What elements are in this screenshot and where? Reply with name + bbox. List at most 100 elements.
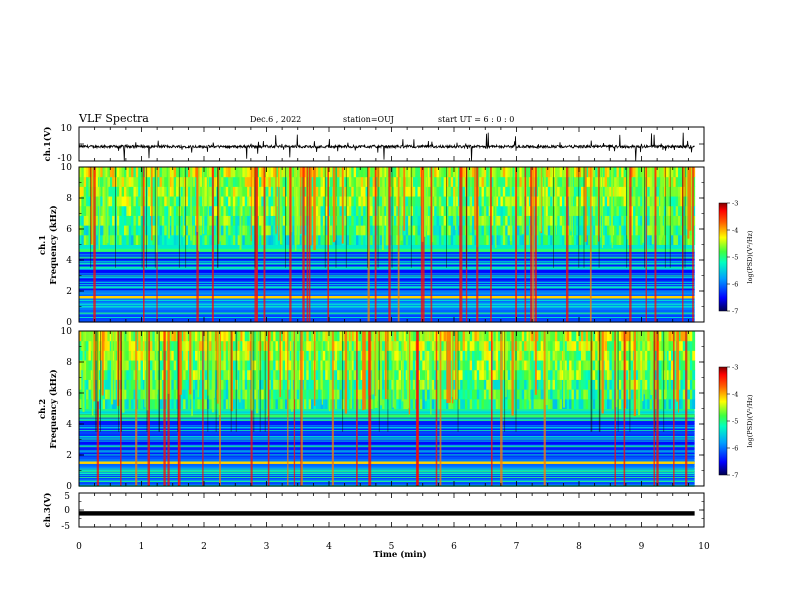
spectrogram-cell [441,369,445,380]
spectrogram-cell [365,331,369,342]
spectrogram-cell [580,167,584,178]
spectrogram-cell [327,196,331,207]
spectrogram-cell [498,350,501,361]
spectrogram-cell [552,186,556,197]
spectrogram-dark-streak [583,167,585,268]
spectrogram-cell [171,167,175,178]
spectrogram-cell [176,205,179,216]
spectrogram-cell [614,205,617,216]
spectrogram-streak [155,331,158,395]
spectrogram-band [79,423,695,427]
spectrogram-cell [493,369,497,380]
spectrogram-cell [292,398,295,409]
spectrogram-cell [173,205,177,216]
spectrogram-cell [396,360,400,371]
spectrogram-band [79,314,695,318]
spectrogram-cell [436,389,440,400]
spectrogram-cell [284,340,288,351]
spectrogram-streak [295,167,297,251]
spectrogram-cell [481,176,485,187]
spectrogram-cell [242,205,246,216]
spectrogram-cell [315,331,319,342]
spectrogram-cell [306,389,310,400]
spectrogram-cell [611,186,615,197]
spectrogram-cell [647,340,651,351]
spectrogram-cell [126,331,130,342]
spectrogram-cell [168,398,172,409]
spectrogram-cell [232,225,236,236]
spectrogram-cell [566,340,570,351]
spectrogram-cell [251,331,255,342]
spectrogram-cell [308,340,312,351]
spectrogram-cell [656,176,660,187]
spectrogram-cell [505,215,509,226]
spectrogram-cell [204,350,208,361]
spectrogram-cell [578,196,582,207]
spectrogram-cell [107,331,111,342]
spectrogram-cell [318,176,322,187]
spectrogram-band [79,317,695,321]
spectrogram-cell [493,167,497,178]
spectrogram-streak [350,331,352,409]
spectrogram-cell [517,331,520,342]
spectrogram-cell [379,234,383,245]
spectrogram-cell [607,205,610,216]
spectrogram-cell [427,389,430,400]
spectrogram-cell [526,176,530,187]
spectrogram-cell [320,176,324,187]
spectrogram-cell [256,215,260,226]
spectrogram-cell [398,340,402,351]
spectrogram-cell [81,234,85,245]
spectrogram-cell [178,225,182,236]
spectrogram-cell [438,186,442,197]
spectrogram-cell [573,350,577,361]
spectrogram-cell [247,234,250,245]
spectrogram-cell [384,167,388,178]
spectrogram-cell [571,176,575,187]
spectrogram-cell [88,331,92,342]
spectrogram-cell [630,331,634,342]
spectrogram-hline [79,470,695,471]
spectrogram-cell [147,196,151,207]
spectrogram-cell [123,176,127,187]
spectrogram-cell [114,225,118,236]
spectrogram-cell [640,167,644,178]
spectrogram-cell [254,389,258,400]
spectrogram-cell [640,234,644,245]
spectrogram-cell [277,389,281,400]
spectrogram-cell [595,379,599,390]
spectrogram-cell [576,234,580,245]
spectrogram-cell [483,389,487,400]
spectrogram-cell [689,360,693,371]
spectrogram-cell [557,167,561,178]
spectrogram-cell [147,167,151,178]
spectrogram-cell [351,340,355,351]
spectrogram-streak [521,167,524,234]
spectrogram-cell [644,360,648,371]
spectrogram-cell [599,215,603,226]
spectrogram-cell [524,369,528,380]
spectrogram-cell [552,379,556,390]
spectrogram-cell [507,205,511,216]
spectrogram-cell [121,215,125,226]
spectrogram-cell [592,350,596,361]
spectrogram-dark-streak [664,167,666,268]
spectrogram-cell [329,340,333,351]
spectrogram-cell [621,167,625,178]
spectrogram-cell [166,234,170,245]
spectrogram-cell [625,379,629,390]
spectrogram-cell [398,215,402,226]
spectrogram-cell [498,340,501,351]
spectrogram-cell [535,350,539,361]
spectrogram-cell [133,205,137,216]
spectrogram-streak [569,167,571,230]
spectrogram-cell [625,389,629,400]
spectrogram-cell [524,360,528,371]
spectrogram-cell [126,234,130,245]
spectrogram-cell [161,215,165,226]
spectrogram-cell [166,196,170,207]
spectrogram-cell [339,369,343,380]
spectrogram-cell [225,205,229,216]
spectrogram-hline [79,454,695,456]
spectrogram-cell [325,360,329,371]
